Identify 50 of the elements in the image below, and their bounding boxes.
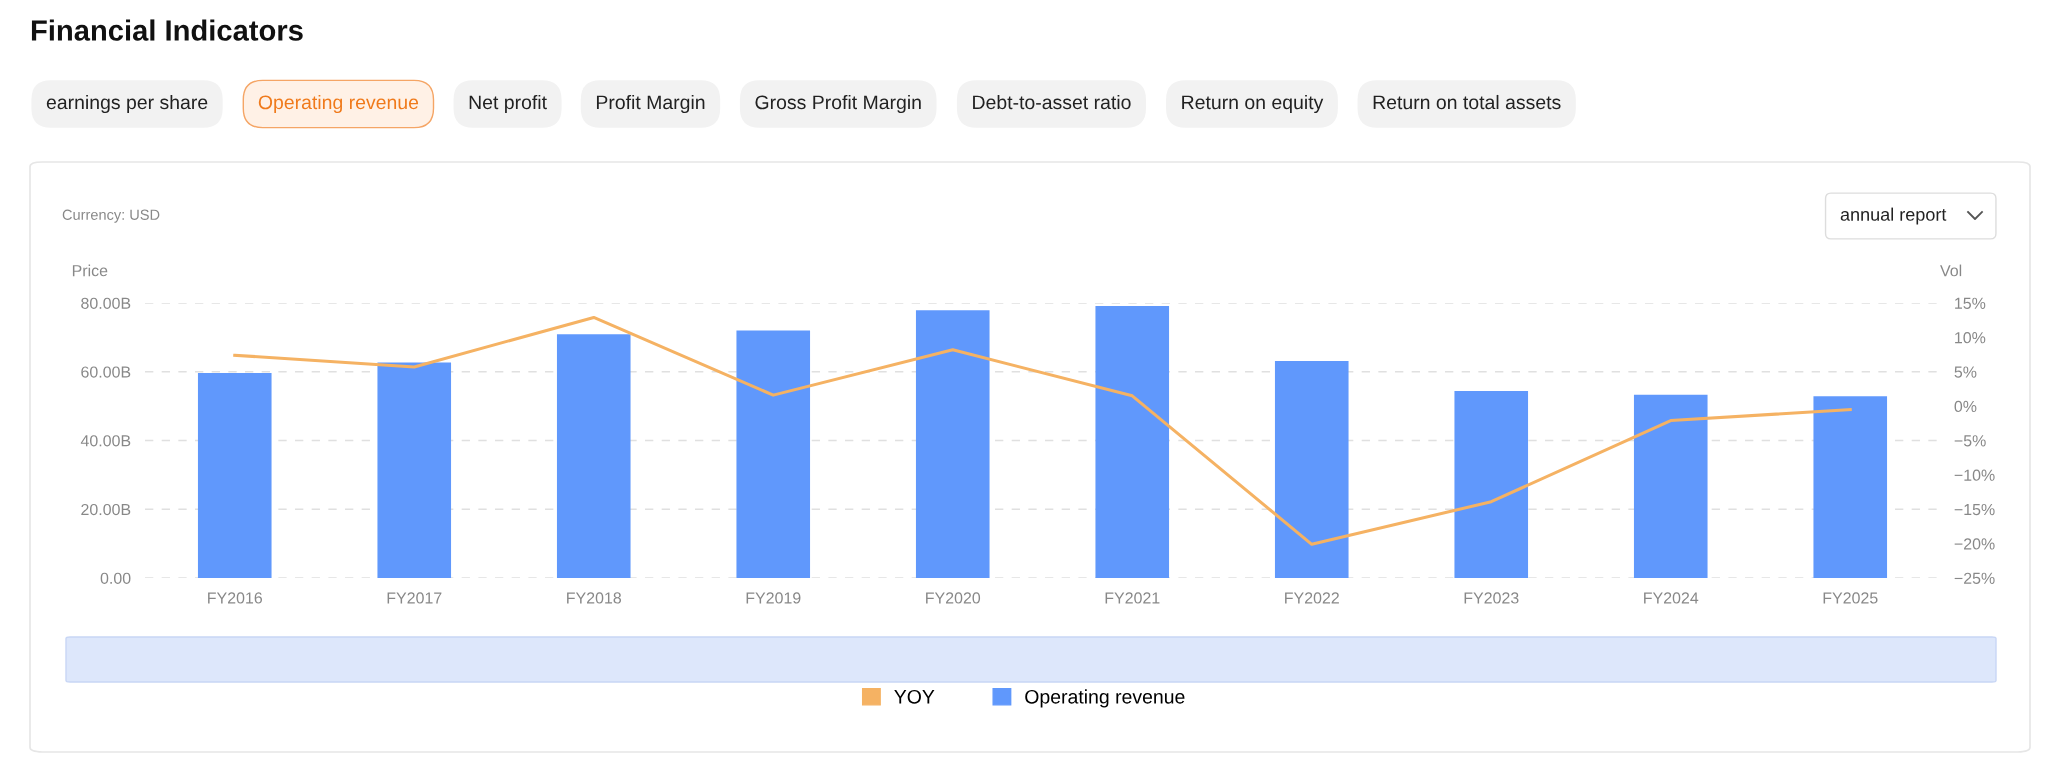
text: Return on total assets (1373, 94, 1561, 110)
bar (1274, 361, 1349, 578)
text: Gross Profit Margin (755, 94, 921, 114)
bar (736, 330, 811, 578)
y-axis-title: Price (72, 264, 108, 277)
line-series (233, 315, 1852, 546)
text: Operating revenue (258, 94, 419, 114)
legend-label: YOY (894, 689, 935, 704)
y2-axis-title: Vol (1940, 264, 1962, 277)
x-tick-label: FY2018 (567, 592, 622, 604)
bar (1813, 396, 1888, 578)
x-tick-label: FY2022 (1285, 592, 1339, 604)
y2-tick-label: −20% (1954, 538, 1995, 550)
text: earnings per share (46, 94, 208, 114)
x-tick-label: FY2017 (387, 592, 442, 604)
text: Net profit (469, 94, 547, 114)
chart-subtitle: Currency: USD (62, 209, 160, 223)
x-tick-label: FY2019 (746, 592, 801, 604)
y2-tick-label: −15% (1954, 503, 1995, 516)
bar (556, 334, 631, 578)
y2-tick-label: −5% (1954, 435, 1986, 447)
y-tick-label: 80.00B (81, 297, 131, 309)
y2-tick-label: 0% (1954, 400, 1977, 413)
x-tick-label: FY2024 (1644, 592, 1699, 604)
y-tick-label: 60.00B (81, 366, 131, 378)
y2-tick-label: 10% (1955, 332, 1986, 344)
y-tick-label: 0.00 (100, 572, 131, 584)
x-tick-label: FY2025 (1823, 592, 1878, 604)
bar (1095, 306, 1170, 578)
text: annual report (1840, 207, 1947, 225)
y2-tick-label: 5% (1954, 366, 1977, 378)
text: Profit Margin (596, 94, 705, 114)
y2-tick-label: −10% (1954, 469, 1995, 481)
chart-title: Financial Indicators (31, 19, 303, 41)
bar (197, 373, 272, 578)
bar (1633, 394, 1708, 578)
text: Debt-to-asset ratio (973, 94, 1131, 110)
legend-label: Operating revenue (1025, 689, 1185, 708)
x-tick-label: FY2023 (1464, 592, 1519, 604)
y2-tick-label: 15% (1955, 297, 1986, 309)
bar (377, 362, 452, 578)
x-tick-label: FY2020 (926, 592, 981, 604)
text: Return on equity (1182, 94, 1324, 114)
bar (915, 310, 990, 578)
y-tick-label: 40.00B (80, 435, 131, 447)
y2-tick-label: −25% (1954, 572, 1995, 584)
x-tick-label: FY2021 (1105, 592, 1160, 604)
x-tick-label: FY2016 (208, 592, 263, 604)
y-tick-label: 20.00B (81, 503, 131, 516)
bar (1454, 391, 1529, 578)
